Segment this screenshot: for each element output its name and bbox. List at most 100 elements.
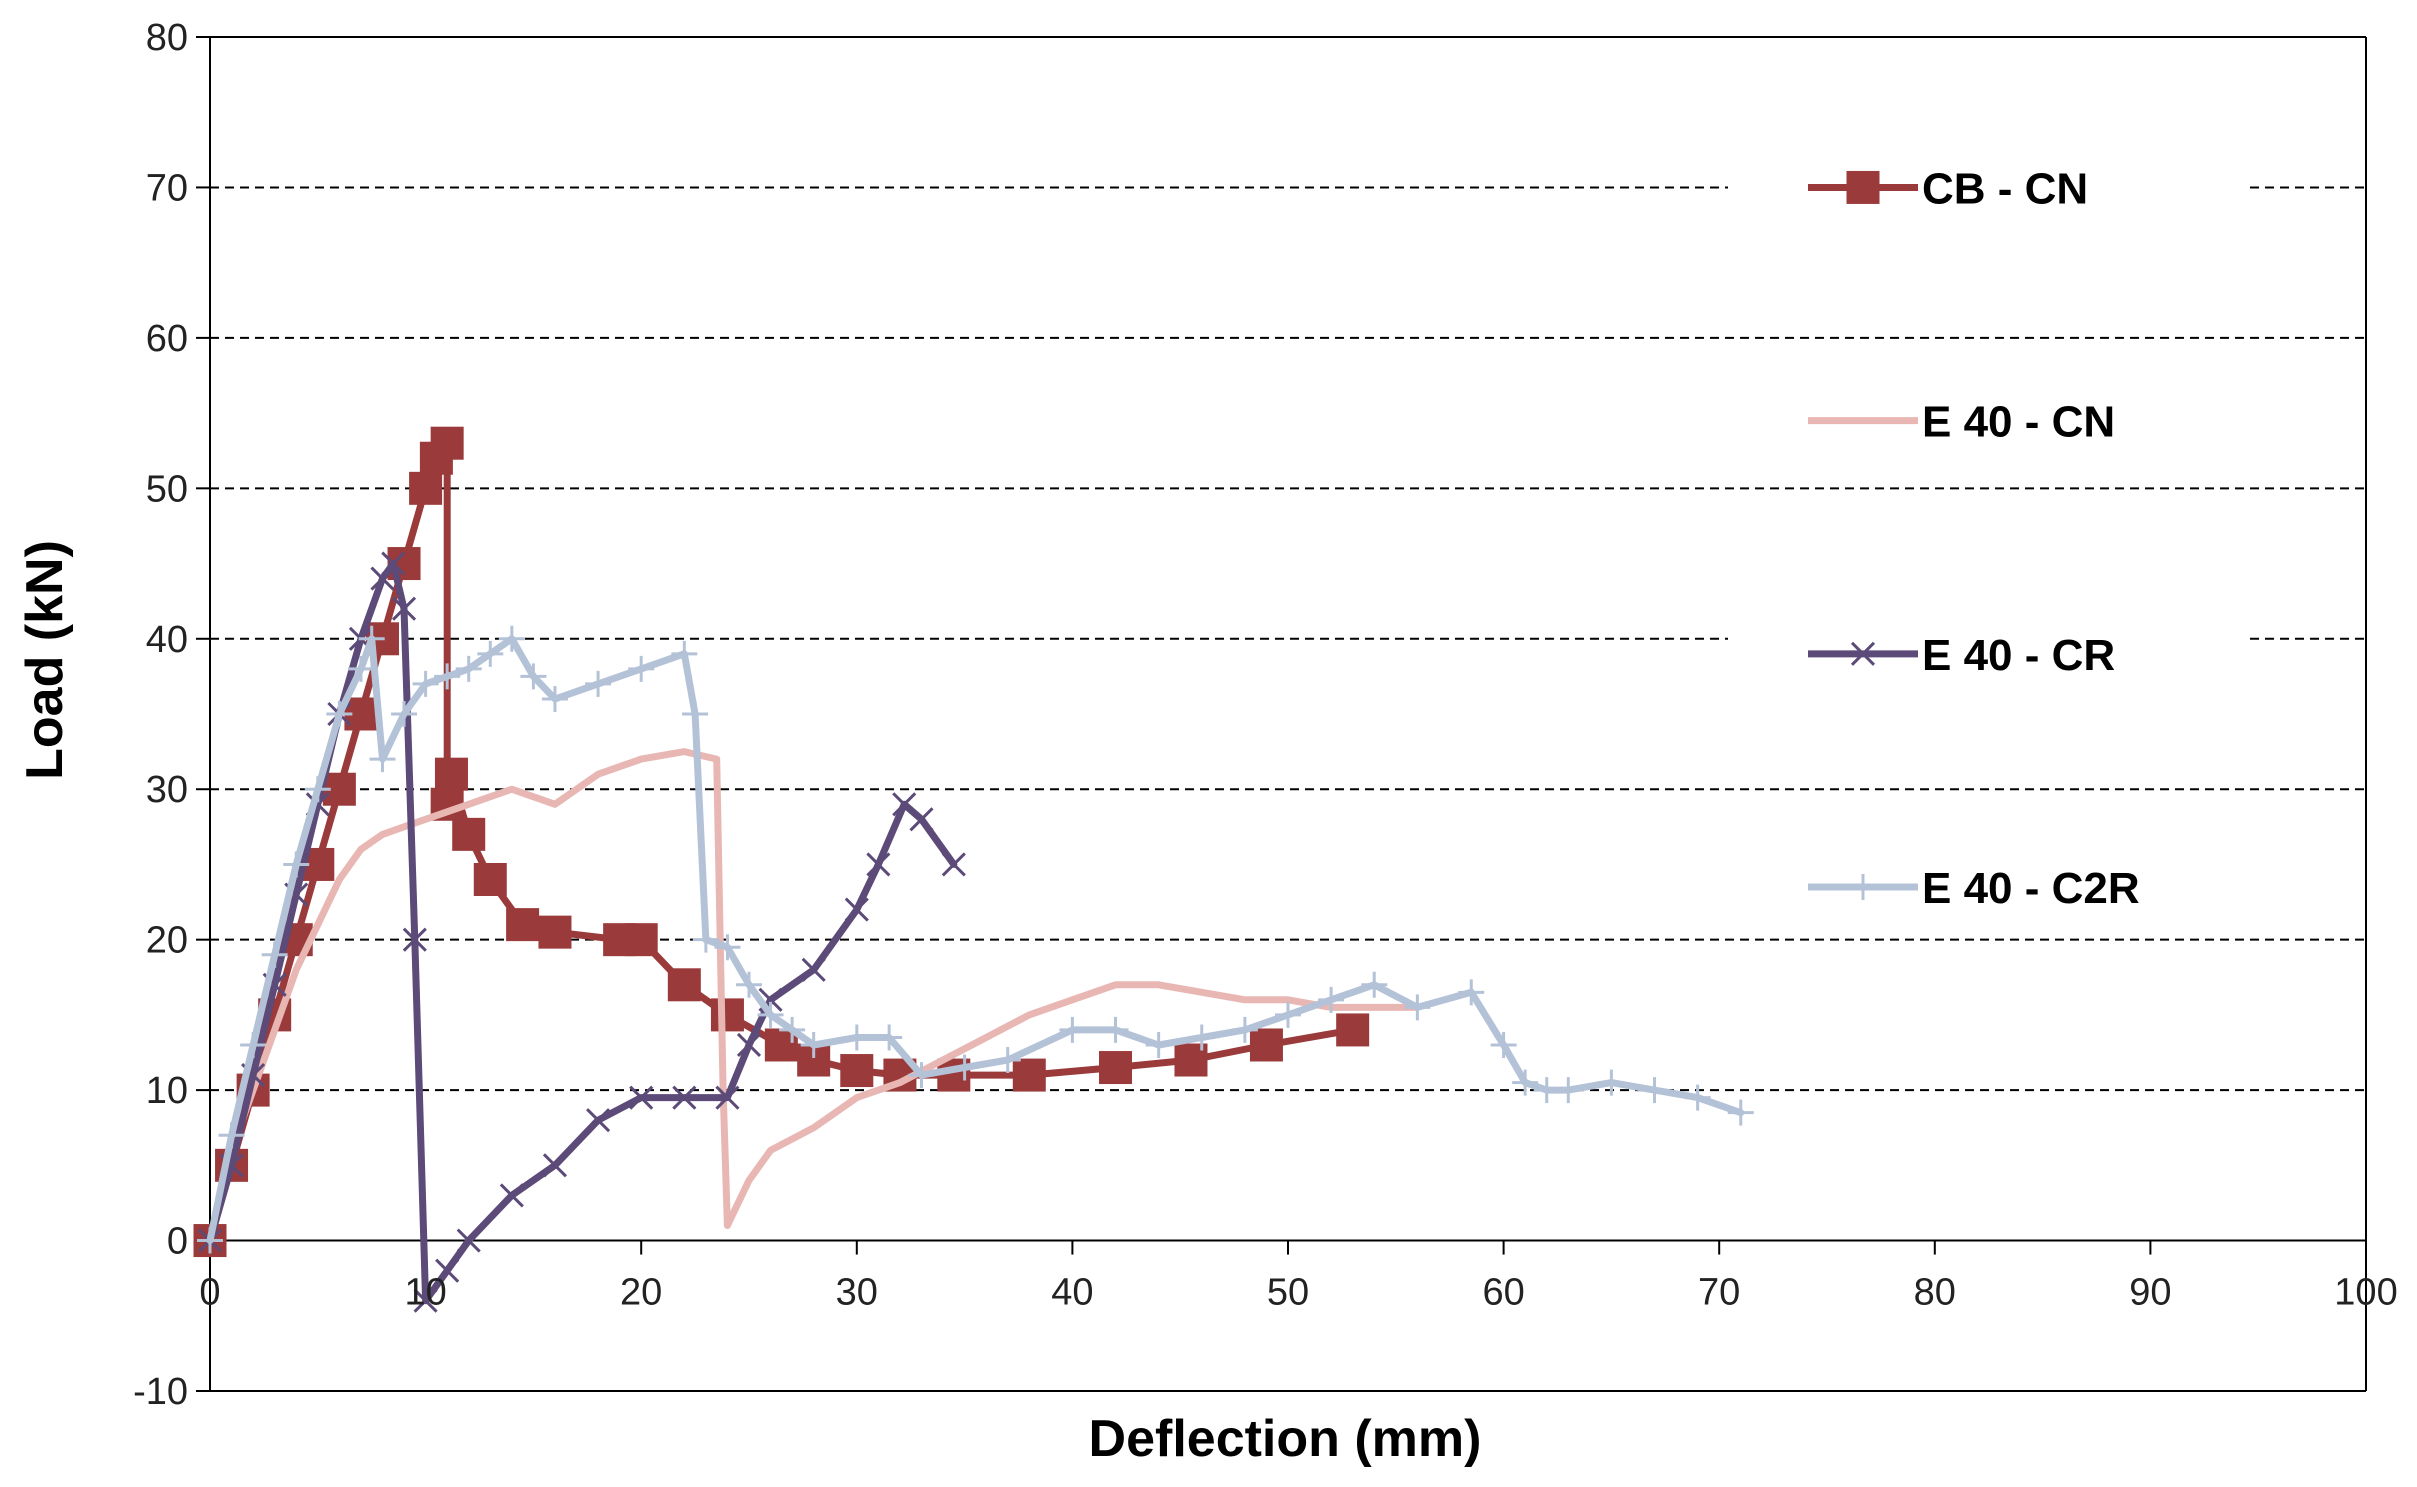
x-tick-label: 100 <box>2334 1272 2397 1314</box>
legend-label: E 40 - C2R <box>1922 864 2140 913</box>
data-point <box>435 1258 460 1283</box>
x-tick-label: 40 <box>1051 1272 1093 1314</box>
data-point <box>876 1024 903 1051</box>
data-point <box>908 1062 935 1089</box>
legend-label: E 40 - CN <box>1922 398 2115 447</box>
data-point <box>391 596 417 621</box>
data-point <box>844 897 869 922</box>
data-point <box>434 757 468 791</box>
data-point <box>682 701 709 727</box>
y-tick-label: 10 <box>146 1070 188 1112</box>
data-point <box>779 1016 806 1043</box>
data-point <box>1727 1099 1754 1126</box>
data-point <box>520 663 547 690</box>
tick-labels: -10 0 10 20 30 40 50 60 70 80 0 10 20 30 40 50 60 70 80 90 1… <box>133 17 2398 1413</box>
x-tick-label: 70 <box>1698 1272 1740 1314</box>
series-4 <box>197 625 1754 1254</box>
legend-marker <box>1850 874 1876 901</box>
data-point <box>1012 1058 1046 1092</box>
y-tick-label: 50 <box>146 468 188 510</box>
data-point <box>498 625 525 652</box>
legend-label: E 40 - CR <box>1922 631 2115 680</box>
y-tick-label: 30 <box>146 769 188 811</box>
data-point <box>283 851 310 878</box>
data-point <box>218 1122 245 1149</box>
legend-label: CB - CN <box>1922 164 2088 213</box>
data-point <box>261 941 288 968</box>
y-tick-label: -10 <box>133 1371 188 1413</box>
data-point <box>994 1047 1021 1074</box>
data-point <box>586 1108 611 1133</box>
x-tick-label: 80 <box>1914 1272 1956 1314</box>
data-point <box>951 1054 978 1081</box>
x-axis-title: Deflection (mm) <box>1089 1410 1482 1468</box>
data-point <box>892 792 917 817</box>
series-3 <box>197 551 966 1313</box>
series-line <box>206 748 1421 1245</box>
data-point <box>240 1031 267 1058</box>
axes <box>196 36 2367 1392</box>
data-point <box>1275 1001 1301 1028</box>
y-tick-label: 80 <box>146 17 188 59</box>
series-2 <box>206 748 1421 1245</box>
data-point <box>909 807 934 832</box>
legend: CB - CN E 40 - CN E 40 - CR E 40 - C2R <box>1728 149 2248 926</box>
data-point <box>370 566 395 591</box>
data-point <box>1318 986 1345 1013</box>
data-point <box>1145 1031 1172 1058</box>
data-point <box>671 640 698 667</box>
data-point <box>585 670 612 697</box>
data-point <box>866 852 891 877</box>
y-tick-label: 20 <box>146 920 188 962</box>
data-point <box>1404 994 1431 1021</box>
data-point <box>391 701 418 727</box>
data-point <box>840 1054 874 1088</box>
data-point <box>473 862 507 896</box>
data-point <box>736 1032 762 1058</box>
data-point <box>412 670 439 697</box>
data-point <box>1361 971 1388 998</box>
data-point <box>1512 1069 1539 1096</box>
data-point <box>434 663 461 690</box>
data-point <box>452 817 486 851</box>
data-point <box>402 927 427 952</box>
y-tick-label: 40 <box>146 619 188 661</box>
data-point <box>369 746 396 773</box>
legend-marker <box>1850 641 1876 666</box>
data-point <box>714 934 741 961</box>
data-point <box>538 915 572 949</box>
data-point <box>1102 1016 1129 1043</box>
data-point <box>542 1153 568 1178</box>
data-point <box>455 655 482 682</box>
data-point <box>1188 1024 1215 1051</box>
data-point <box>1598 1069 1625 1096</box>
data-point <box>843 1024 870 1051</box>
y-tick-label: 0 <box>167 1221 188 1263</box>
x-tick-label: 50 <box>1267 1272 1309 1314</box>
data-point <box>197 1227 223 1254</box>
data-point <box>1641 1077 1668 1104</box>
data-point <box>430 426 464 460</box>
data-point <box>1099 1051 1133 1085</box>
data-point <box>477 640 504 667</box>
data-point <box>710 998 744 1032</box>
data-point <box>541 685 568 712</box>
data-point <box>499 1183 524 1208</box>
data-point <box>941 852 966 877</box>
y-tick-label: 60 <box>146 318 188 360</box>
data-point <box>1231 1016 1258 1043</box>
data-point <box>326 701 353 727</box>
x-tick-label: 20 <box>620 1272 662 1314</box>
data-point <box>801 957 826 982</box>
data-point <box>413 1288 438 1313</box>
data-point <box>1490 1031 1517 1058</box>
data-point <box>304 776 331 803</box>
data-point <box>358 625 385 652</box>
data-point <box>800 1031 827 1058</box>
data-point <box>672 1085 697 1110</box>
data-point <box>506 908 540 942</box>
data-point <box>1059 1016 1086 1043</box>
data-point <box>715 1085 740 1110</box>
